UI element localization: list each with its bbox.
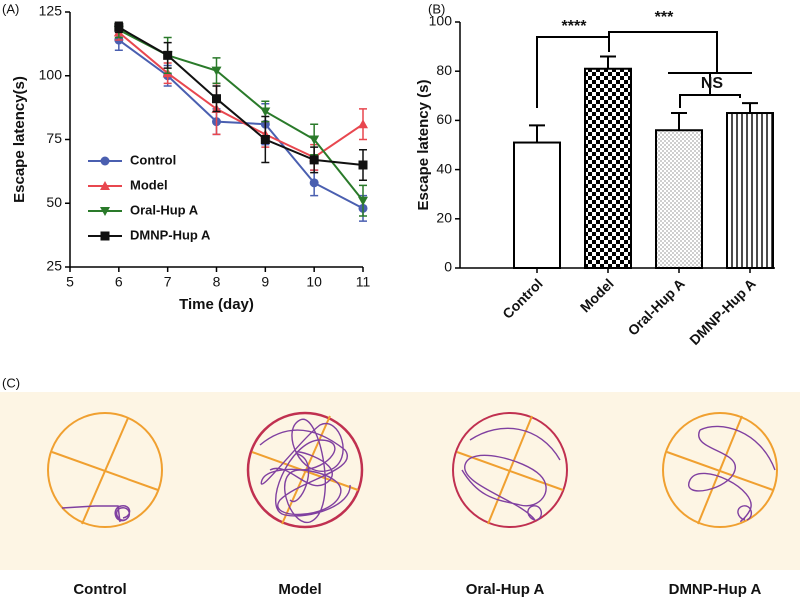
legend-marker (100, 181, 110, 190)
significance-label: NS (701, 75, 724, 92)
trajectory-label: Oral-Hup A (466, 581, 545, 598)
legend-label: Model (130, 177, 168, 192)
maze (662, 412, 778, 528)
panel-label: (A) (2, 1, 19, 16)
significance-label: *** (655, 9, 674, 26)
trajectory-label: Control (73, 581, 126, 598)
maze (47, 412, 163, 528)
legend-marker (100, 156, 110, 166)
legend-label: DMNP-Hup A (130, 227, 211, 242)
x-tick-label: 11 (356, 274, 371, 290)
series-line (118, 28, 364, 202)
y-tick-label: 125 (39, 3, 63, 19)
y-tick-label: 40 (436, 160, 452, 176)
trajectory-label: Model (278, 581, 321, 598)
bar (726, 112, 774, 269)
trajectory-maps (47, 411, 778, 529)
series-line (118, 26, 364, 166)
error-bar (742, 102, 758, 114)
series-line (118, 31, 364, 159)
y-tick-label: 25 (46, 258, 62, 274)
legend-label: Oral-Hup A (130, 202, 199, 217)
trajectory-background (0, 392, 800, 570)
x-tick-label: 6 (115, 274, 123, 290)
y-tick-label: 60 (436, 111, 452, 127)
maze (246, 411, 364, 529)
panel-label: (C) (2, 375, 20, 390)
y-axis-label: Escape latency (s) (415, 80, 432, 211)
y-tick-label: 20 (436, 210, 452, 226)
marker (358, 119, 368, 129)
y-tick-label: 100 (39, 66, 63, 82)
maze (452, 412, 568, 528)
legend-label: Control (130, 152, 176, 167)
marker (211, 66, 222, 76)
x-tick-label: 8 (213, 274, 221, 290)
y-tick-label: 50 (46, 194, 62, 210)
significance-brackets (536, 31, 752, 108)
marker (260, 107, 271, 117)
marker (309, 155, 319, 165)
y-tick-label: 0 (444, 259, 452, 275)
marker (114, 22, 124, 32)
legend-marker (100, 231, 110, 241)
x-axis-label: Time (day) (179, 296, 254, 313)
series-line (118, 39, 364, 210)
significance-label: **** (562, 18, 588, 35)
x-tick-label: Oral-Hup A (625, 275, 688, 338)
x-tick-label: 7 (164, 274, 172, 290)
marker (309, 178, 319, 188)
marker (260, 135, 270, 144)
bar (584, 67, 632, 269)
x-tick-label: Model (577, 275, 617, 315)
marker (358, 196, 368, 206)
legend-marker (100, 207, 110, 216)
bar (513, 141, 561, 269)
x-tick-label: DMNP-Hup A (686, 275, 759, 348)
marker (309, 135, 320, 145)
x-tick-label: 10 (306, 274, 322, 290)
trajectory-label: DMNP-Hup A (669, 581, 762, 598)
marker (212, 94, 221, 104)
x-tick-label: Control (499, 275, 546, 322)
x-tick-label: 9 (261, 274, 269, 290)
y-tick-label: 80 (436, 62, 452, 78)
x-tick-label: 5 (66, 274, 74, 290)
error-bar (529, 124, 545, 143)
y-tick-label: 100 (429, 13, 453, 29)
panel-label: (B) (428, 1, 445, 16)
error-bar (600, 55, 616, 69)
marker (163, 50, 173, 60)
bar (655, 129, 703, 269)
error-bar (671, 112, 687, 131)
y-axis-label: Escape latency(s) (11, 76, 28, 203)
y-tick-label: 75 (46, 130, 62, 146)
marker (358, 160, 368, 170)
